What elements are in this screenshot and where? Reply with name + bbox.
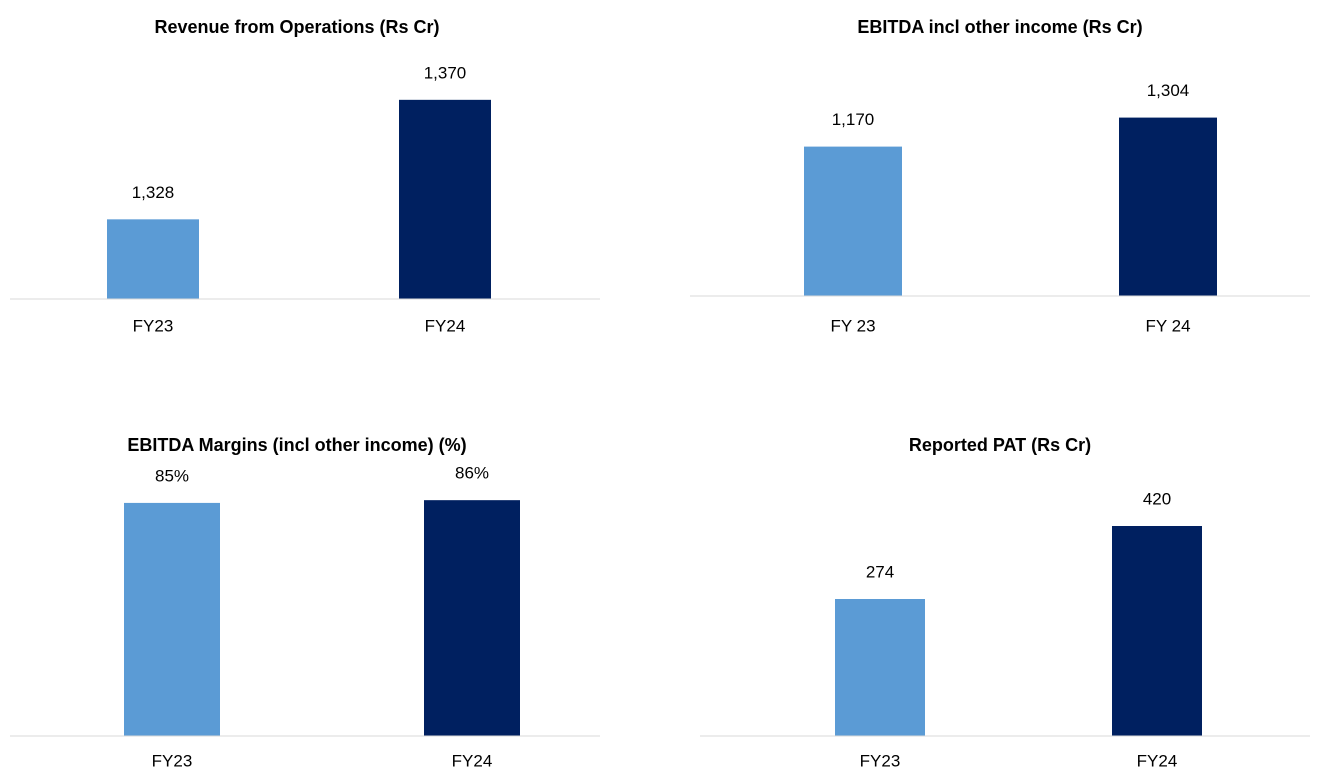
bar (107, 219, 199, 299)
x-tick-label: FY23 (133, 316, 174, 335)
bar (399, 99, 491, 299)
data-label: 274 (866, 562, 894, 581)
chart-title: EBITDA Margins (incl other income) (%) (127, 435, 466, 455)
data-label: 420 (1143, 489, 1171, 508)
x-tick-label: FY24 (1137, 751, 1178, 770)
data-label: 1,370 (424, 63, 467, 82)
bar (835, 599, 925, 736)
data-label: 85% (155, 466, 189, 485)
bar (124, 502, 220, 736)
chart-title: Revenue from Operations (Rs Cr) (154, 17, 439, 37)
bar (1112, 526, 1202, 736)
x-tick-label: FY24 (425, 316, 466, 335)
data-label: 1,328 (132, 183, 175, 202)
x-tick-label: FY24 (452, 751, 493, 770)
data-label: 1,304 (1147, 81, 1190, 100)
bar (804, 146, 902, 296)
x-tick-label: FY 23 (830, 316, 875, 335)
data-label: 1,170 (832, 110, 875, 129)
x-tick-label: FY23 (860, 751, 901, 770)
chart-title: EBITDA incl other income (Rs Cr) (857, 17, 1142, 37)
bar (1119, 117, 1217, 297)
data-label: 86% (455, 464, 489, 483)
x-tick-label: FY23 (152, 751, 193, 770)
chart-title: Reported PAT (Rs Cr) (909, 435, 1091, 455)
bar (424, 500, 520, 736)
x-tick-label: FY 24 (1145, 316, 1190, 335)
